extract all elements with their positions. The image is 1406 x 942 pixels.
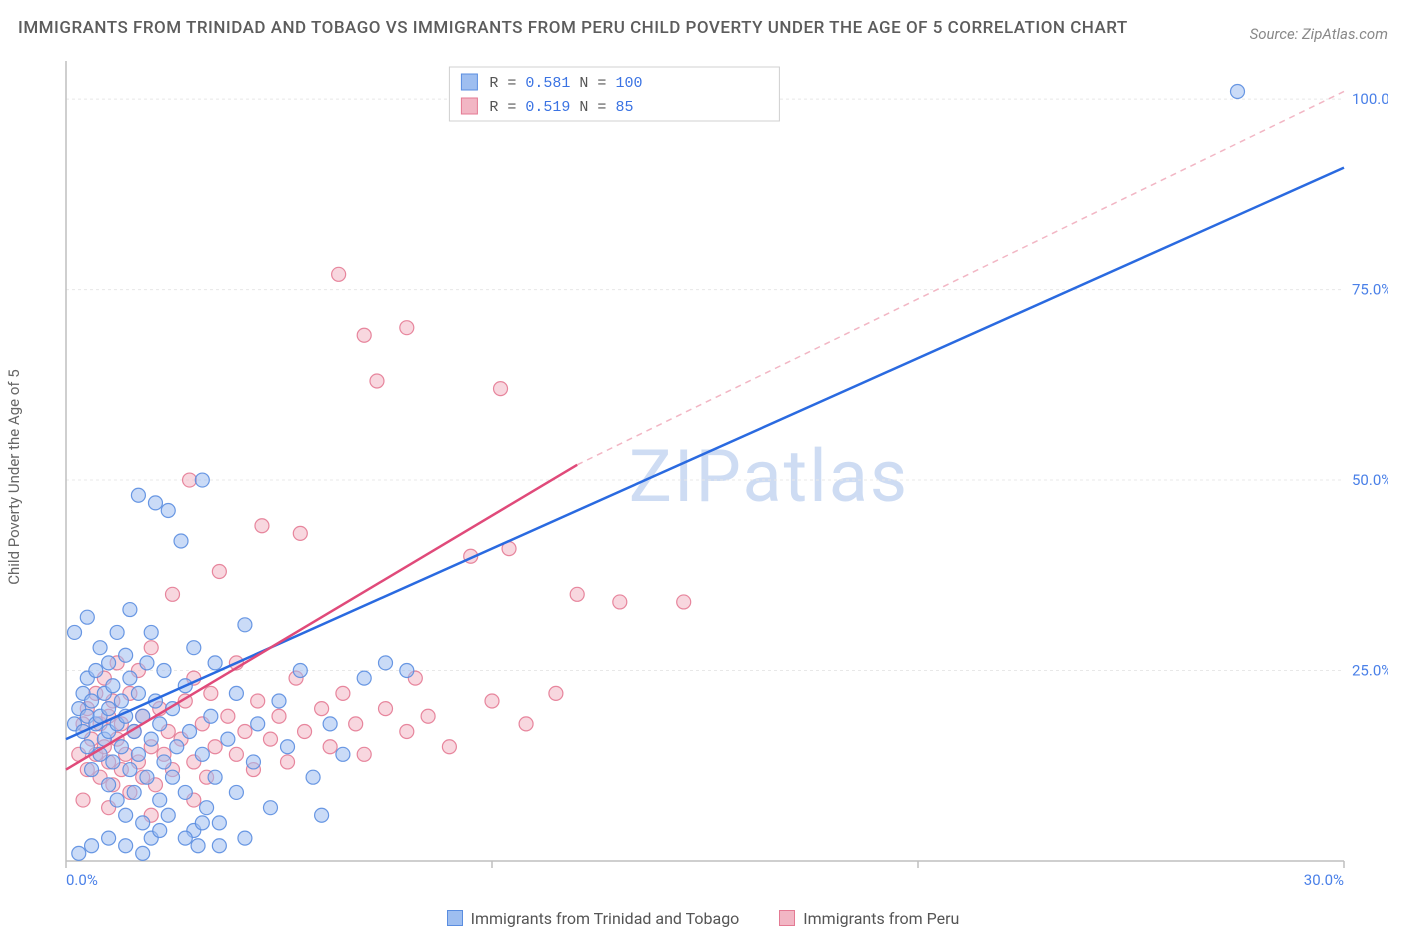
y-axis-label: Child Poverty Under the Age of 5 [5,369,23,585]
svg-text:ZIPatlas: ZIPatlas [629,434,909,519]
svg-text:75.0%: 75.0% [1352,280,1388,298]
svg-text:0.0%: 0.0% [66,871,98,889]
legend-swatch-tt [447,910,463,926]
legend-label-peru: Immigrants from Peru [803,909,959,928]
bottom-legend: Immigrants from Trinidad and Tobago Immi… [18,909,1388,928]
legend-swatch-peru [779,910,795,926]
correlation-scatter-chart: ZIPatlas 25.0% 50.0% 75.0% 100.0% 0.0% 30.0% R … [18,49,1388,905]
legend-item-tt: Immigrants from Trinidad and Tobago [447,909,740,928]
svg-text:100.0%: 100.0% [1352,90,1388,108]
source-label: Source: ZipAtlas.com [1250,25,1388,43]
legend-item-peru: Immigrants from Peru [779,909,959,928]
svg-text:R = 0.519 N = 85: R = 0.519 N = 85 [489,99,633,116]
svg-text:25.0%: 25.0% [1352,661,1388,679]
svg-text:30.0%: 30.0% [1304,871,1344,889]
svg-text:R = 0.581 N = 100: R = 0.581 N = 100 [489,75,642,92]
svg-text:50.0%: 50.0% [1352,471,1388,489]
chart-title: IMMIGRANTS FROM TRINIDAD AND TOBAGO VS I… [18,14,1128,43]
legend-label-tt: Immigrants from Trinidad and Tobago [471,909,740,928]
